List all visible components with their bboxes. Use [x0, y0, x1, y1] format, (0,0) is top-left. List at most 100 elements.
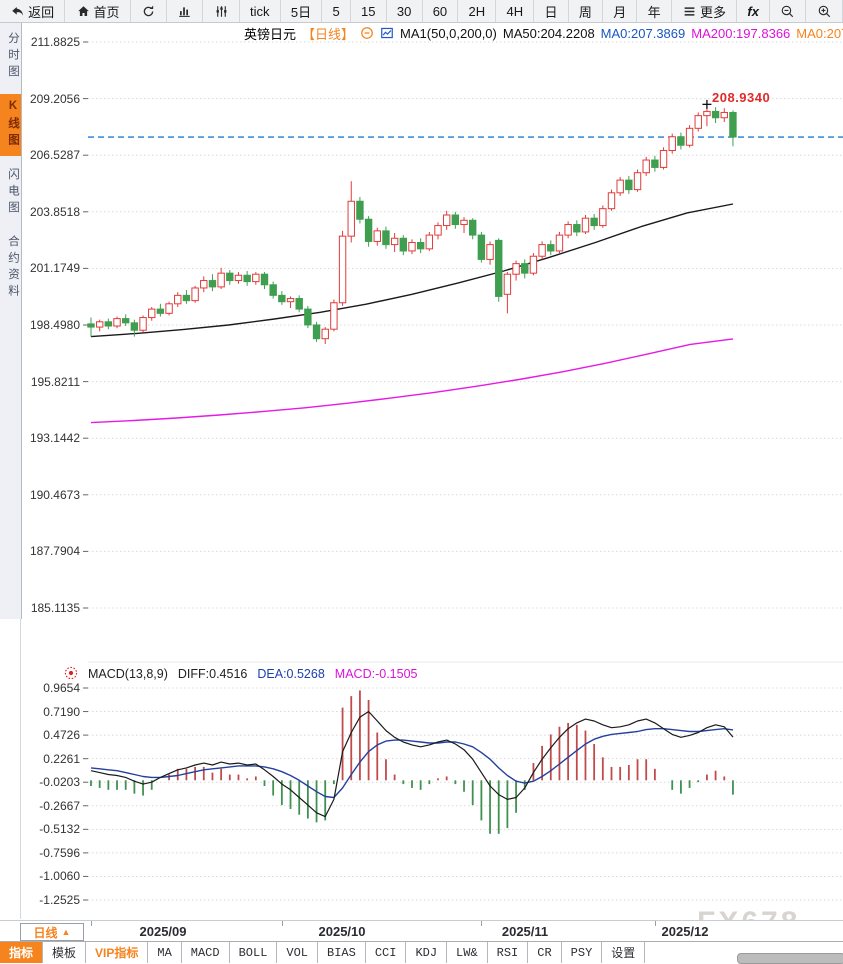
interval-5d-button[interactable]: 5日	[281, 0, 323, 22]
sidebar-item-kline-chart[interactable]: K线图	[0, 93, 21, 156]
bottom-tab-vip-indicator[interactable]: VIP指标	[86, 942, 149, 963]
sidebar-item-contract-info[interactable]: 合约资料	[7, 235, 19, 301]
interval-week-button[interactable]: 周	[569, 0, 604, 22]
toolbar-item-label: 5	[332, 3, 340, 19]
price-axis-label: 206.5287	[29, 148, 80, 163]
interval-2h-button[interactable]: 2H	[458, 0, 497, 22]
zoom-in-icon	[817, 4, 832, 19]
toolbar-item-label: 周	[578, 4, 592, 20]
price-axis-label: 203.8518	[29, 204, 80, 219]
collapse-icon[interactable]	[360, 26, 374, 40]
toolbar-item-label: 日	[544, 4, 558, 20]
back-button[interactable]: 返回	[0, 0, 66, 22]
ma-settings-label: MA1(50,0,200,0)	[400, 25, 497, 41]
toolbar-item-label: 15	[361, 3, 376, 19]
bottom-tab-indicator[interactable]: 指标	[0, 942, 44, 963]
chart-type-icon[interactable]	[380, 26, 394, 40]
more-button[interactable]: 更多	[672, 0, 738, 22]
indicator-sliders-button[interactable]	[203, 0, 240, 22]
refresh-button[interactable]	[131, 0, 168, 22]
symbol-name: 英镑日元	[244, 26, 297, 42]
toolbar-item-label: 月	[613, 4, 627, 20]
x-axis-tick	[91, 921, 92, 926]
sidebar-item-time-share-chart[interactable]: 分时图	[7, 32, 19, 82]
bottom-tab-bias[interactable]: BIAS	[318, 942, 366, 963]
toolbar-item-label: 更多	[700, 4, 727, 20]
macd-diff-value: DIFF:0.4516	[177, 667, 248, 681]
interval-year-button[interactable]: 年	[637, 0, 672, 22]
period-selector-label: 日线	[33, 925, 58, 940]
interval-15m-button[interactable]: 15	[351, 0, 387, 22]
top-toolbar: 返回 首页 tick 5日 5 15 30 60 2H 4H 日 周 月 年 更多 fx	[0, 0, 843, 23]
bottom-tab-psy[interactable]: PSY	[562, 942, 603, 963]
sliders-icon	[214, 4, 229, 19]
price-axis-label: 209.2056	[29, 91, 80, 106]
bottom-tab-settings[interactable]: 设置	[602, 942, 646, 963]
price-axis-label: 198.4980	[29, 318, 80, 332]
chart-header: 英镑日元 【日线】 MA1(50,0,200,0) MA50:204.2208 …	[244, 25, 843, 42]
back-arrow-icon	[10, 4, 25, 19]
left-sidebar: 分时图 K线图闪电图合约资料	[0, 22, 22, 619]
price-axis-label: 201.1749	[29, 261, 80, 276]
bottom-toolbar: 指标 模板 VIP指标 MA MACD BOLL VOL BIAS CCI KDJ LW& RSI CR…	[0, 941, 843, 963]
ma0-value-blue: MA0:207.3869	[600, 25, 686, 41]
bottom-tab-cr[interactable]: CR	[528, 942, 562, 963]
interval-day-button[interactable]: 日	[534, 0, 569, 22]
macd-axis-label: -0.7596	[39, 845, 80, 860]
bottom-tab-boll[interactable]: BOLL	[230, 942, 278, 963]
x-axis-tick	[481, 921, 482, 926]
interval-4h-button[interactable]: 4H	[496, 0, 535, 22]
price-axis-label: 190.4673	[29, 487, 80, 502]
bottom-tab-lwr[interactable]: LW&	[447, 942, 488, 963]
refresh-icon	[141, 4, 156, 19]
zoom-in-button[interactable]	[806, 0, 843, 22]
interval-month-button[interactable]: 月	[603, 0, 638, 22]
high-price-label: 208.9340	[712, 90, 771, 105]
x-axis: 日线 ▲ 2025/09 2025/10 2025/11 2025/12	[0, 920, 843, 942]
price-axis-label: 211.8825	[30, 35, 80, 49]
price-axis-label: 193.1442	[29, 431, 80, 446]
macd-axis-label: -0.0203	[39, 775, 80, 790]
pane-divider	[20, 619, 21, 919]
fx-icon: fx	[747, 3, 759, 19]
macd-dea-value: DEA:0.5268	[257, 667, 325, 681]
bottom-tab-kdj[interactable]: KDJ	[406, 942, 448, 963]
interval-tick-button[interactable]: tick	[240, 0, 281, 22]
bottom-tab-rsi[interactable]: RSI	[488, 942, 529, 963]
macd-title: MACD(13,8,9)	[88, 667, 168, 681]
ma50-value: MA50:204.2208	[502, 25, 595, 41]
zoom-out-button[interactable]	[770, 0, 807, 22]
interval-60m-button[interactable]: 60	[423, 0, 459, 22]
chart-style-button[interactable]	[167, 0, 204, 22]
sidebar-item-lightning-chart[interactable]: 闪电图	[7, 167, 19, 218]
menu-icon	[682, 4, 697, 19]
period-selector[interactable]: 日线 ▲	[20, 923, 84, 941]
toolbar-item-label: 60	[432, 3, 448, 19]
ma0-value-orange: MA0:207.3869	[796, 25, 843, 41]
toolbar-item-label: 4H	[506, 3, 524, 19]
ma200-value: MA200:197.8366	[691, 25, 791, 41]
bottom-tab-macd[interactable]: MACD	[182, 942, 230, 963]
interval-30m-button[interactable]: 30	[387, 0, 423, 22]
x-axis-label: 2025/10	[318, 924, 366, 939]
macd-axis-label: -1.2525	[39, 893, 80, 907]
interval-5m-button[interactable]: 5	[322, 0, 351, 22]
macd-axis-label: 0.7190	[43, 704, 80, 719]
bottom-tab-cci[interactable]: CCI	[366, 942, 407, 963]
bottom-tab-vol[interactable]: VOL	[277, 942, 319, 963]
area-chart-icon	[177, 4, 192, 19]
bottom-tab-ma[interactable]: MA	[148, 942, 182, 963]
macd-axis-label: 0.2261	[43, 751, 80, 766]
macd-value: MACD:-0.1505	[334, 667, 418, 681]
macd-axis-label: 0.4726	[43, 728, 80, 743]
toolbar-item-label: 5日	[290, 4, 312, 20]
indicator-settings-icon[interactable]	[63, 665, 79, 681]
bottom-tab-template[interactable]: 模板	[43, 942, 87, 963]
scrollbar-thumb[interactable]	[737, 953, 843, 964]
home-button[interactable]: 首页	[65, 0, 131, 22]
x-axis-label: 2025/11	[501, 924, 549, 939]
fx-button[interactable]: fx	[737, 0, 771, 22]
toolbar-item-label: 年	[647, 4, 661, 20]
